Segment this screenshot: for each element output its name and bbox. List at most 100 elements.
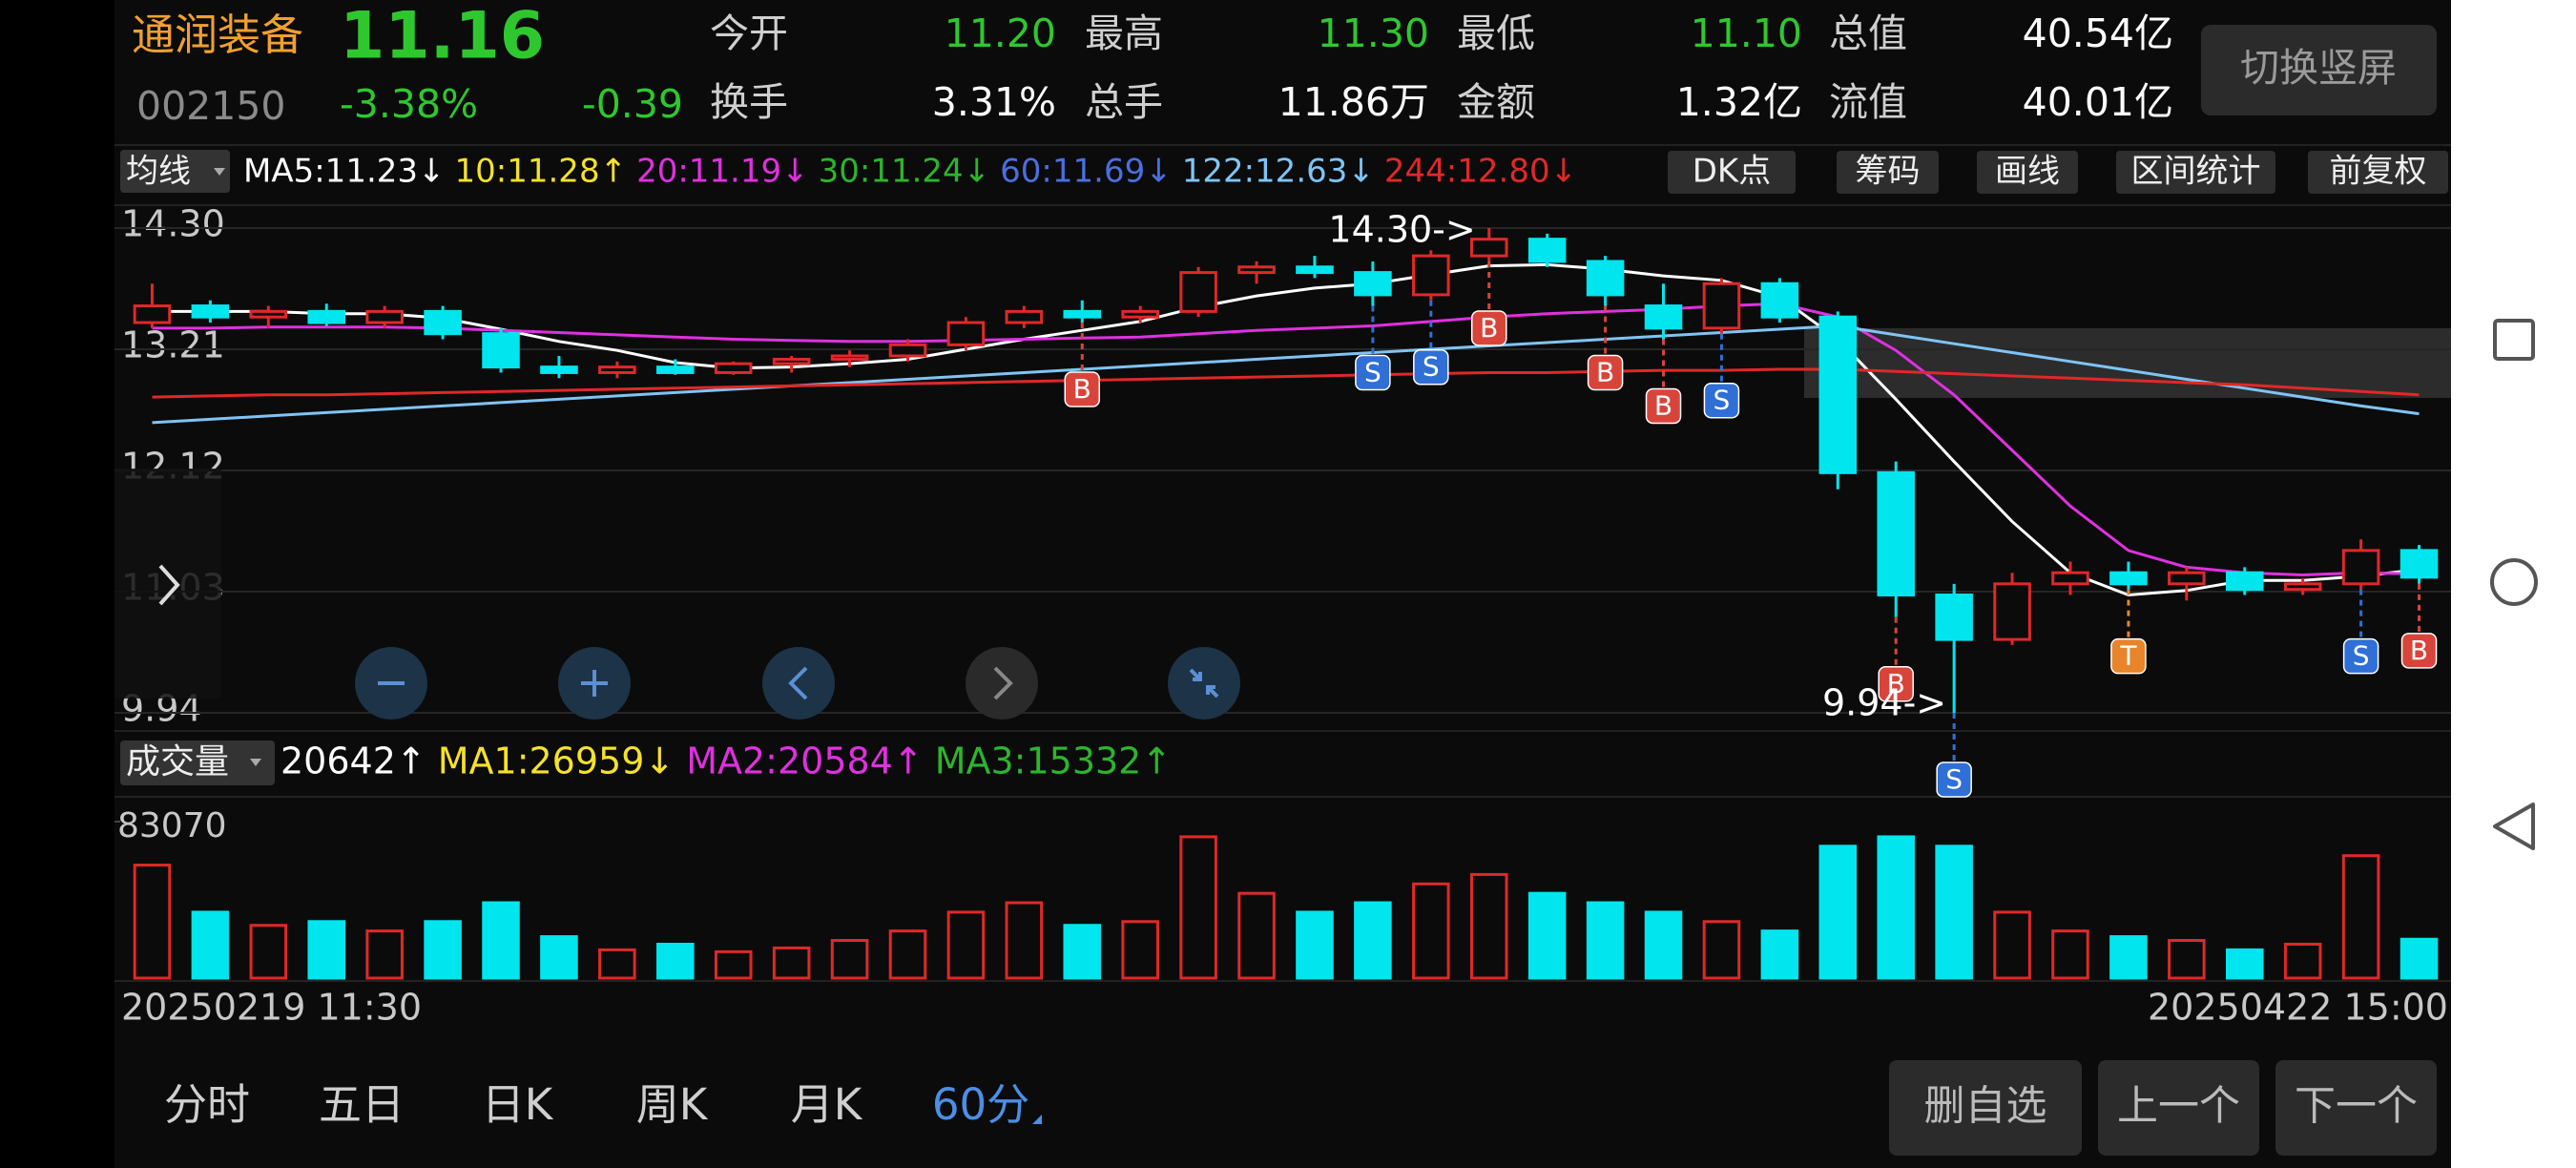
footer-button-label: 下一个 <box>2295 1083 2418 1131</box>
nav-back[interactable] <box>2493 803 2535 850</box>
period-tab[interactable]: 五日 <box>319 1079 405 1130</box>
stock-name: 通润装备 <box>132 10 303 60</box>
period-tab[interactable]: 月K <box>791 1079 863 1130</box>
period-tab[interactable]: 60分 <box>932 1079 1029 1130</box>
ma-legend: 20:11.19↓ <box>636 153 809 191</box>
signal-marker <box>2342 637 2379 675</box>
volume-legend: 20642↑ <box>280 740 426 782</box>
footer-button[interactable] <box>2098 1060 2259 1156</box>
expand-icon <box>158 564 180 606</box>
volume-panel: 成交量 20642↑ MA1:26959↓ MA2:20584↑ MA3:15332↑ 8… <box>114 740 2448 1029</box>
volume-bar <box>946 910 986 980</box>
volume-bar <box>2283 942 2322 980</box>
y-tick-label: 83070 <box>117 806 227 845</box>
signal-marker <box>1587 354 1624 391</box>
volume-bar <box>2109 935 2148 980</box>
icon-left <box>788 666 808 700</box>
ma-legend: MA5:11.23↓ <box>243 153 446 191</box>
icon-right <box>993 666 1013 700</box>
volume-bar <box>1179 835 1217 980</box>
candle-body <box>1005 309 1044 324</box>
candle-body <box>1818 315 1858 474</box>
orientation-button[interactable] <box>2201 25 2437 115</box>
nav-home[interactable] <box>2490 558 2538 606</box>
stat-value: 11.20 <box>945 10 1056 56</box>
tool-button[interactable] <box>1837 151 1939 194</box>
ma-line <box>152 367 2420 399</box>
x-tick-label: 20250219 11:30 <box>121 987 422 1029</box>
stat-label: 总手 <box>1085 79 1163 125</box>
volume-bar <box>1877 835 1915 980</box>
candle-body <box>1760 282 1799 319</box>
candle-body <box>2341 549 2380 586</box>
signal-label: B <box>1654 390 1672 422</box>
volume-bar <box>1005 901 1044 980</box>
ma-legend: 244:12.80↓ <box>1384 153 1577 191</box>
candle-body <box>2283 582 2322 592</box>
volume-bar <box>2225 948 2264 980</box>
candle-body <box>191 304 230 319</box>
stat-label: 流值 <box>1829 79 1907 125</box>
signal-marker <box>2110 637 2147 675</box>
side-handle[interactable] <box>114 469 221 699</box>
footer-button[interactable] <box>1889 1060 2082 1156</box>
candle-body <box>1237 265 1276 275</box>
x-tick-label: 20250422 15:00 <box>2148 987 2448 1029</box>
period-tab[interactable]: 周K <box>636 1079 709 1130</box>
volume-bar <box>1993 910 2031 980</box>
reset-zoom[interactable] <box>1168 647 1240 720</box>
signal-label: B <box>1480 312 1498 344</box>
ma-line <box>152 302 2420 577</box>
signal-marker <box>1413 348 1449 386</box>
tool-button[interactable] <box>2308 151 2448 194</box>
stat-value: 40.01亿 <box>2023 79 2173 125</box>
signal-marker <box>2400 633 2438 669</box>
candle-body <box>2168 571 2206 586</box>
volume-bar <box>1586 901 1625 980</box>
tool-button[interactable] <box>2116 151 2275 194</box>
high-annotation: 14.30-> <box>1328 209 1475 251</box>
tool-button[interactable] <box>1668 151 1796 194</box>
candle-body <box>307 309 346 324</box>
candle-body <box>1354 271 1392 297</box>
stock-price: 11.16 <box>340 0 545 74</box>
candle-body <box>1412 254 1450 297</box>
move-right[interactable] <box>966 647 1038 720</box>
candle-body <box>714 362 753 374</box>
candle-body <box>830 354 869 361</box>
volume-bar <box>1121 920 1159 980</box>
period-tab[interactable]: 日K <box>482 1079 554 1130</box>
volume-bar <box>772 946 811 980</box>
volume-bar <box>2399 937 2439 980</box>
candle-body <box>1469 238 1508 258</box>
volume-legend: MA2:20584↑ <box>686 740 923 782</box>
candle-body <box>2399 549 2439 579</box>
tool-button[interactable] <box>1977 151 2078 194</box>
dropdown-arrow <box>214 168 225 176</box>
tool-button-label: DK点 <box>1693 153 1771 191</box>
footer-button[interactable] <box>2275 1060 2437 1156</box>
header: 通润装备 11.16 002150 -3.38% -0.39 今开 11.20 最高 11.30… <box>120 0 2448 1156</box>
volume-bar <box>1296 910 1334 980</box>
stat-label: 今开 <box>710 10 788 56</box>
period-tab[interactable]: 分时 <box>164 1079 250 1130</box>
signal-label: B <box>1073 373 1091 405</box>
tool-button-label: 区间统计 <box>2131 153 2261 191</box>
nav-recent[interactable] <box>2493 319 2535 361</box>
candle-body <box>133 304 172 324</box>
volume-bar <box>1760 929 1799 980</box>
move-left[interactable] <box>762 647 835 720</box>
signal-label: S <box>1364 357 1381 388</box>
candle-body <box>1296 265 1334 275</box>
signal-marker <box>1703 382 1740 419</box>
change: -0.39 <box>582 81 683 127</box>
stat-label: 换手 <box>710 79 788 125</box>
volume-menu[interactable] <box>120 740 275 785</box>
stat-value: 40.54亿 <box>2023 10 2173 56</box>
stat-label: 总值 <box>1829 10 1907 56</box>
ma-menu[interactable] <box>120 150 230 193</box>
candle-body <box>424 309 462 336</box>
candle-body <box>1877 470 1915 596</box>
y-tick-label: 14.30 <box>121 203 225 245</box>
